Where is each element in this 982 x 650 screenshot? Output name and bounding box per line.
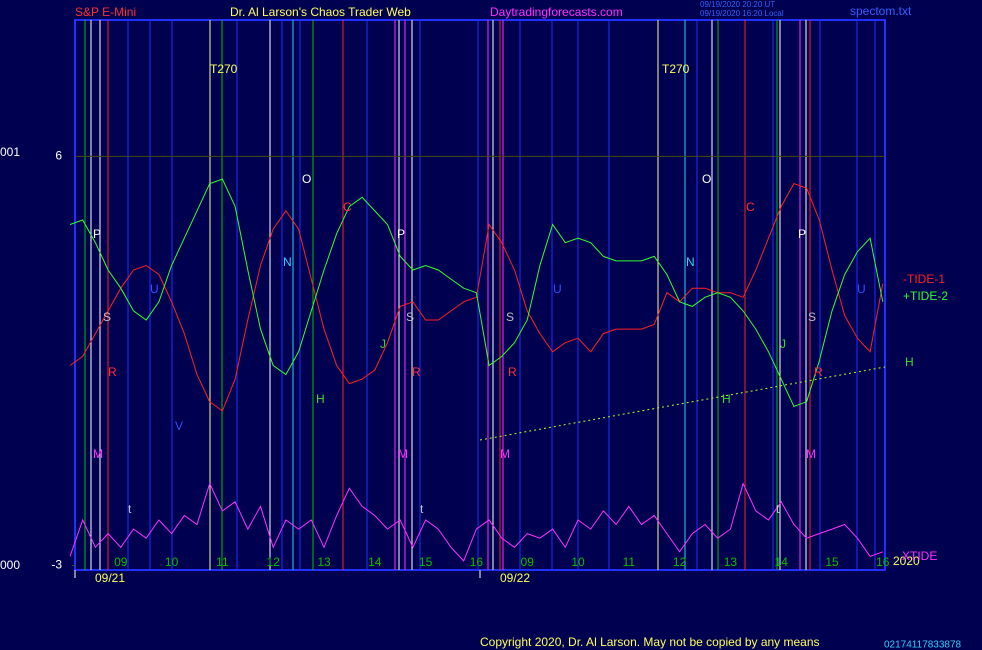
annotation: N xyxy=(686,255,695,269)
stamp-local: 09/19/2020 16:20 Local xyxy=(700,9,784,18)
annotation: C xyxy=(343,200,352,214)
x-tick-label: 10 xyxy=(165,555,179,569)
site: Daytradingforecasts.com xyxy=(490,5,623,19)
annotation: J xyxy=(780,337,786,351)
x-tick-label: 10 xyxy=(571,555,585,569)
symbol: S&P E-Mini xyxy=(75,5,136,19)
plot-frame xyxy=(74,19,886,571)
x-tick-label: 16 xyxy=(876,555,890,569)
annotation: U xyxy=(150,282,159,296)
x-tick-label: 14 xyxy=(368,555,382,569)
legend-entry: +TIDE-2 xyxy=(903,289,948,303)
copyright: Copyright 2020, Dr. Al Larson. May not b… xyxy=(480,635,820,649)
annotation: V xyxy=(175,419,183,433)
annotation: C xyxy=(746,200,755,214)
annotation: N xyxy=(283,255,292,269)
annotation: t xyxy=(776,502,780,516)
annotation: U xyxy=(553,282,562,296)
tide-line xyxy=(69,482,883,562)
x-tick-label: 11 xyxy=(216,555,229,569)
trend-label: H xyxy=(905,355,914,369)
left-label: 000 xyxy=(0,558,20,572)
x-tick-label: 12 xyxy=(673,555,687,569)
corner-code: 02174117833878 xyxy=(884,640,962,650)
annotation: t xyxy=(128,502,132,516)
y-tick-label: 6 xyxy=(55,149,62,163)
y-tick-label: -3 xyxy=(51,558,62,572)
x-tick-label: 13 xyxy=(724,555,738,569)
annotation: J xyxy=(380,337,386,351)
x-tick-label: 16 xyxy=(470,555,484,569)
day-label: 09/21 xyxy=(95,571,125,585)
annotation: M xyxy=(398,447,408,461)
day-label: 09/22 xyxy=(500,571,530,585)
annotation: S xyxy=(808,310,816,324)
annotation: S xyxy=(103,310,111,324)
annotation: R xyxy=(508,365,517,379)
author: Dr. Al Larson's Chaos Trader Web xyxy=(230,5,411,19)
left-label: 001 xyxy=(0,145,20,159)
year: 2020 xyxy=(893,554,920,568)
x-tick-label: 14 xyxy=(775,555,789,569)
file-name: spectom.txt xyxy=(850,4,912,18)
legend-entry: XTIDE xyxy=(902,549,937,563)
time-lines xyxy=(84,20,876,570)
annotation: R xyxy=(108,365,117,379)
legend-entry: -TIDE-1 xyxy=(903,272,945,286)
x-tick-label: 13 xyxy=(317,555,331,569)
annotation: O xyxy=(302,172,311,186)
x-tick-label: 09 xyxy=(114,555,128,569)
annotation: M xyxy=(806,447,816,461)
x-tick-label: 09 xyxy=(521,555,535,569)
tide-line xyxy=(69,182,884,412)
x-tick-label: 11 xyxy=(623,555,636,569)
annotation: S xyxy=(506,310,514,324)
tide-line xyxy=(69,178,884,408)
annotation: R xyxy=(814,365,823,379)
annotation: P xyxy=(397,227,405,241)
annotation: M xyxy=(93,447,103,461)
annotation: H xyxy=(316,392,325,406)
annotation: O xyxy=(702,172,711,186)
annotation: H xyxy=(722,392,731,406)
annotation: S xyxy=(406,310,414,324)
annotation: M xyxy=(500,447,510,461)
annotation: T270 xyxy=(662,62,690,76)
annotation: R xyxy=(412,365,421,379)
stamp-ut: 09/19/2020 20:20 UT xyxy=(700,0,775,9)
annotation: t xyxy=(420,502,424,516)
x-tick-label: 15 xyxy=(419,555,433,569)
x-tick-label: 15 xyxy=(825,555,839,569)
x-tick-label: 12 xyxy=(267,555,281,569)
annotation: U xyxy=(857,282,866,296)
annotation: P xyxy=(93,227,101,241)
trend-line xyxy=(479,366,886,441)
annotation: T270 xyxy=(210,62,238,76)
annotation: P xyxy=(798,227,806,241)
